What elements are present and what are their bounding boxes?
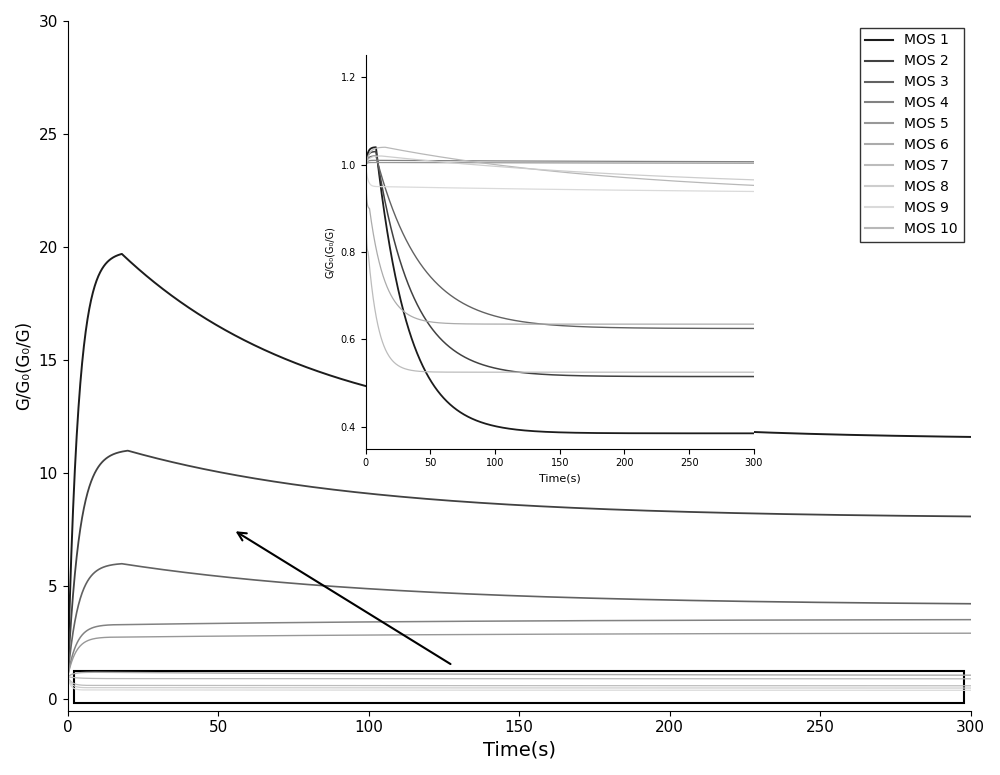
Bar [74,671,964,703]
Y-axis label: G/G₀(G₀/G): G/G₀(G₀/G) [15,322,33,411]
X-axis label: Time(s): Time(s) [483,741,556,760]
Legend: MOS 1, MOS 2, MOS 3, MOS 4, MOS 5, MOS 6, MOS 7, MOS 8, MOS 9, MOS 10: MOS 1, MOS 2, MOS 3, MOS 4, MOS 5, MOS 6… [860,28,964,242]
